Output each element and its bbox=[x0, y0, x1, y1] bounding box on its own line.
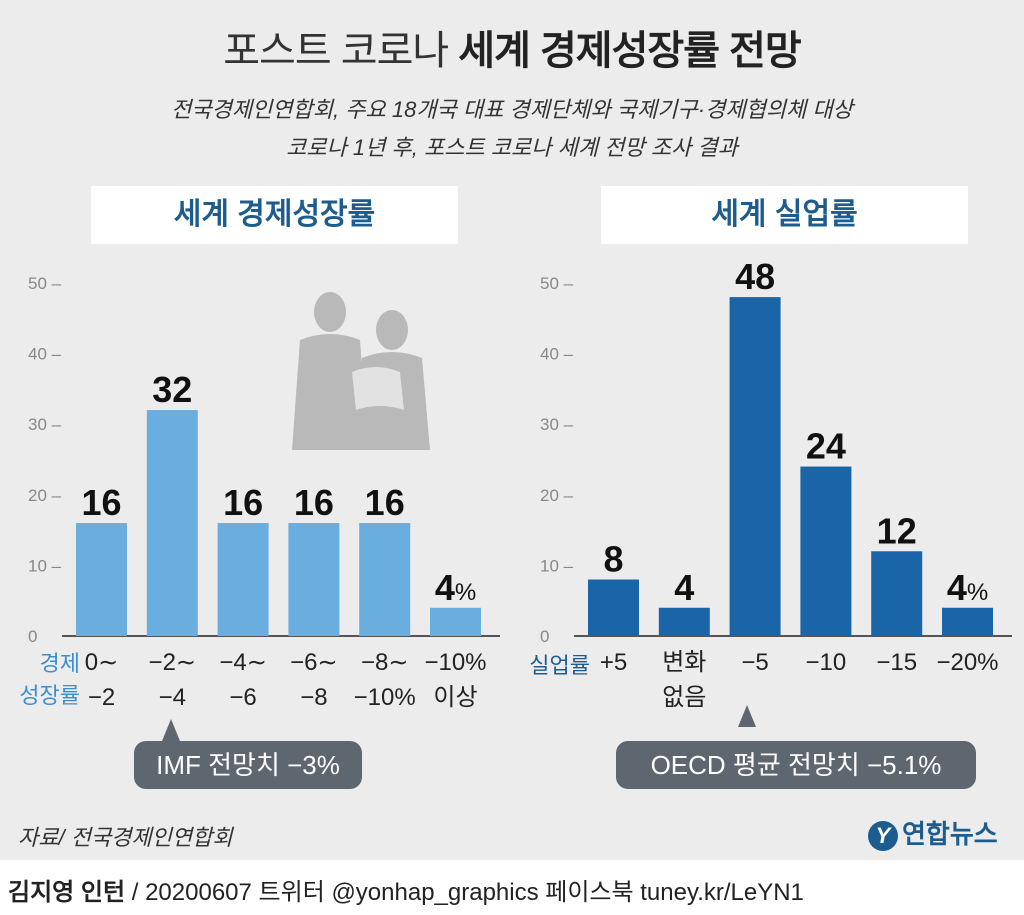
unemployment-bar bbox=[942, 607, 993, 636]
source-note: 자료/ 전국경제인연합회 bbox=[18, 825, 233, 850]
right-callout: OECD 평균 전망치 −5.1% bbox=[616, 741, 976, 789]
growth-ytick-label: 10 – bbox=[28, 556, 62, 575]
title-bold: 세계 경제성장률 전망 bbox=[458, 29, 801, 73]
unemployment-ytick-label: 10 – bbox=[540, 556, 574, 575]
footer-links: / 20200607 트위터 @yonhap_graphics 페이스북 tun… bbox=[125, 879, 804, 906]
growth-ytick-label: 0 bbox=[28, 627, 37, 646]
growth-ytick-label: 50 – bbox=[28, 274, 62, 293]
right-chart-title: 세계 실업률 bbox=[601, 186, 968, 244]
footer-bar bbox=[0, 860, 1024, 915]
growth-category-label: −2 bbox=[88, 684, 115, 711]
right-callout-pointer bbox=[738, 705, 756, 727]
unemployment-bar bbox=[800, 466, 852, 636]
growth-category-label: 이상 bbox=[433, 684, 477, 711]
growth-category-label: −10% bbox=[424, 649, 486, 676]
left-chart-title: 세계 경제성장률 bbox=[91, 186, 458, 244]
unemployment-value-label: 12 bbox=[877, 510, 917, 551]
growth-bar bbox=[359, 523, 411, 636]
yonhap-logo: Y 연합뉴스 bbox=[868, 814, 998, 852]
growth-category-label: −6 bbox=[229, 684, 256, 711]
growth-value-label: 16 bbox=[365, 482, 405, 523]
unemployment-bar bbox=[658, 607, 710, 636]
growth-bar bbox=[217, 523, 269, 636]
unemployment-category-label: −10 bbox=[806, 649, 847, 676]
subtitle-line-2: 코로나 1년 후, 포스트 코로나 세계 전망 조사 결과 bbox=[286, 135, 738, 160]
growth-category-label: −2∼ bbox=[149, 649, 196, 676]
unemployment-category-label: −15 bbox=[876, 649, 917, 676]
unemployment-ytick-label: 40 – bbox=[540, 345, 574, 364]
growth-bar bbox=[76, 523, 127, 636]
left-callout: IMF 전망치 −3% bbox=[134, 741, 362, 789]
growth-bar bbox=[430, 607, 481, 636]
growth-category-label: −4∼ bbox=[219, 649, 266, 676]
unemployment-value-label: 24 bbox=[806, 426, 846, 467]
unemployment-value-label: 4 bbox=[674, 567, 694, 608]
businessmen-silhouette-icon bbox=[292, 292, 430, 450]
unemployment-ytick-label: 20 – bbox=[540, 486, 574, 505]
subtitle-line-1: 전국경제인연합회, 주요 18개국 대표 경제단체와 국제기구·경제협의체 대상 bbox=[171, 97, 853, 122]
unemployment-ytick-label: 0 bbox=[540, 627, 549, 646]
growth-category-label: −4 bbox=[159, 684, 186, 711]
unemployment-ytick-label: 50 – bbox=[540, 274, 574, 293]
growth-category-label: −8∼ bbox=[361, 649, 408, 676]
unemployment-value-label: 4% bbox=[947, 567, 988, 608]
footer-author: 김지영 인턴 bbox=[8, 879, 126, 906]
growth-value-label: 16 bbox=[81, 482, 121, 523]
growth-category-label: −6∼ bbox=[290, 649, 337, 676]
unemployment-value-label: 8 bbox=[603, 539, 623, 580]
growth-bar bbox=[146, 410, 198, 636]
growth-value-label: 16 bbox=[294, 482, 334, 523]
yonhap-logo-text: 연합뉴스 bbox=[902, 819, 998, 849]
page-title: 포스트 코로나 세계 경제성장률 전망 bbox=[0, 18, 1024, 76]
unemployment-value-label: 48 bbox=[735, 260, 775, 297]
growth-value-label: 16 bbox=[223, 482, 263, 523]
unemployment-category-label: 변화 bbox=[662, 649, 706, 676]
growth-category-label: 0∼ bbox=[85, 649, 118, 676]
unemployment-bar bbox=[729, 297, 781, 636]
growth-chart: 010 –20 –30 –40 –50 –160∼−232−2∼−416−4∼−… bbox=[28, 274, 500, 711]
growth-category-label: −8 bbox=[300, 684, 327, 711]
unemployment-bar bbox=[871, 551, 923, 636]
unemployment-category-label: 없음 bbox=[662, 684, 706, 711]
title-light: 포스트 코로나 bbox=[223, 29, 449, 73]
left-callout-pointer bbox=[162, 719, 180, 741]
growth-value-label: 4% bbox=[435, 567, 476, 608]
growth-category-label: −10% bbox=[354, 684, 416, 711]
unemployment-category-label: −5 bbox=[741, 649, 768, 676]
left-axis-name: 경제 성장률 bbox=[14, 648, 80, 712]
unemployment-ytick-label: 30 – bbox=[540, 415, 574, 434]
unemployment-category-label: +5 bbox=[600, 649, 627, 676]
growth-ytick-label: 40 – bbox=[28, 345, 62, 364]
right-axis-name: 실업률 bbox=[529, 653, 590, 678]
left-axis-name-line-1: 경제 bbox=[39, 651, 80, 676]
growth-bar bbox=[288, 523, 340, 636]
unemployment-bar bbox=[588, 579, 639, 636]
unemployment-category-label: −20% bbox=[936, 649, 998, 676]
growth-value-label: 32 bbox=[152, 369, 192, 410]
left-axis-name-line-2: 성장률 bbox=[19, 683, 80, 708]
footer-credit: 김지영 인턴 / 20200607 트위터 @yonhap_graphics 페… bbox=[8, 872, 804, 907]
growth-ytick-label: 20 – bbox=[28, 486, 62, 505]
growth-ytick-label: 30 – bbox=[28, 415, 62, 434]
yonhap-logo-mark-icon: Y bbox=[868, 821, 898, 852]
